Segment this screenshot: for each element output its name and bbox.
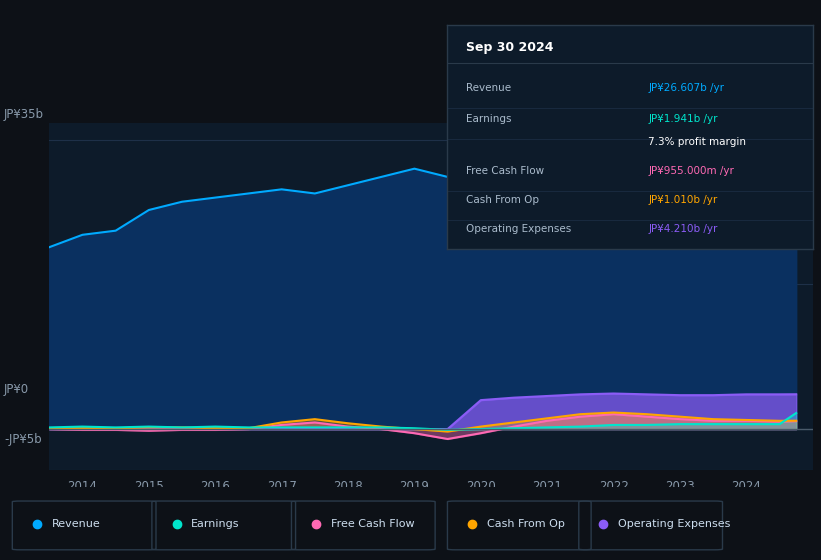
Text: 2018: 2018 [333, 480, 363, 493]
Text: Operating Expenses: Operating Expenses [466, 224, 571, 234]
Text: 2023: 2023 [665, 480, 695, 493]
Text: Revenue: Revenue [52, 519, 100, 529]
Text: 2021: 2021 [532, 480, 562, 493]
Text: -JP¥5b: -JP¥5b [4, 433, 42, 446]
Text: 7.3% profit margin: 7.3% profit margin [649, 137, 746, 147]
Text: JP¥26.607b /yr: JP¥26.607b /yr [649, 83, 724, 93]
Text: 2014: 2014 [67, 480, 98, 493]
Text: Earnings: Earnings [191, 519, 240, 529]
Text: Free Cash Flow: Free Cash Flow [466, 166, 544, 176]
Text: JP¥955.000m /yr: JP¥955.000m /yr [649, 166, 734, 176]
Text: JP¥35b: JP¥35b [4, 108, 44, 122]
Text: 2017: 2017 [267, 480, 296, 493]
Text: Free Cash Flow: Free Cash Flow [331, 519, 415, 529]
Text: Earnings: Earnings [466, 114, 511, 124]
Text: JP¥1.010b /yr: JP¥1.010b /yr [649, 195, 718, 205]
Text: 2022: 2022 [599, 480, 629, 493]
Text: JP¥0: JP¥0 [4, 382, 30, 396]
Text: Operating Expenses: Operating Expenses [618, 519, 731, 529]
Text: 2020: 2020 [466, 480, 496, 493]
Text: Sep 30 2024: Sep 30 2024 [466, 41, 553, 54]
Text: Revenue: Revenue [466, 83, 511, 93]
Text: 2015: 2015 [134, 480, 163, 493]
Text: 2024: 2024 [732, 480, 761, 493]
Text: 2016: 2016 [200, 480, 230, 493]
Text: JP¥4.210b /yr: JP¥4.210b /yr [649, 224, 718, 234]
Text: Cash From Op: Cash From Op [487, 519, 565, 529]
Text: Cash From Op: Cash From Op [466, 195, 539, 205]
Text: 2019: 2019 [400, 480, 429, 493]
Text: JP¥1.941b /yr: JP¥1.941b /yr [649, 114, 718, 124]
